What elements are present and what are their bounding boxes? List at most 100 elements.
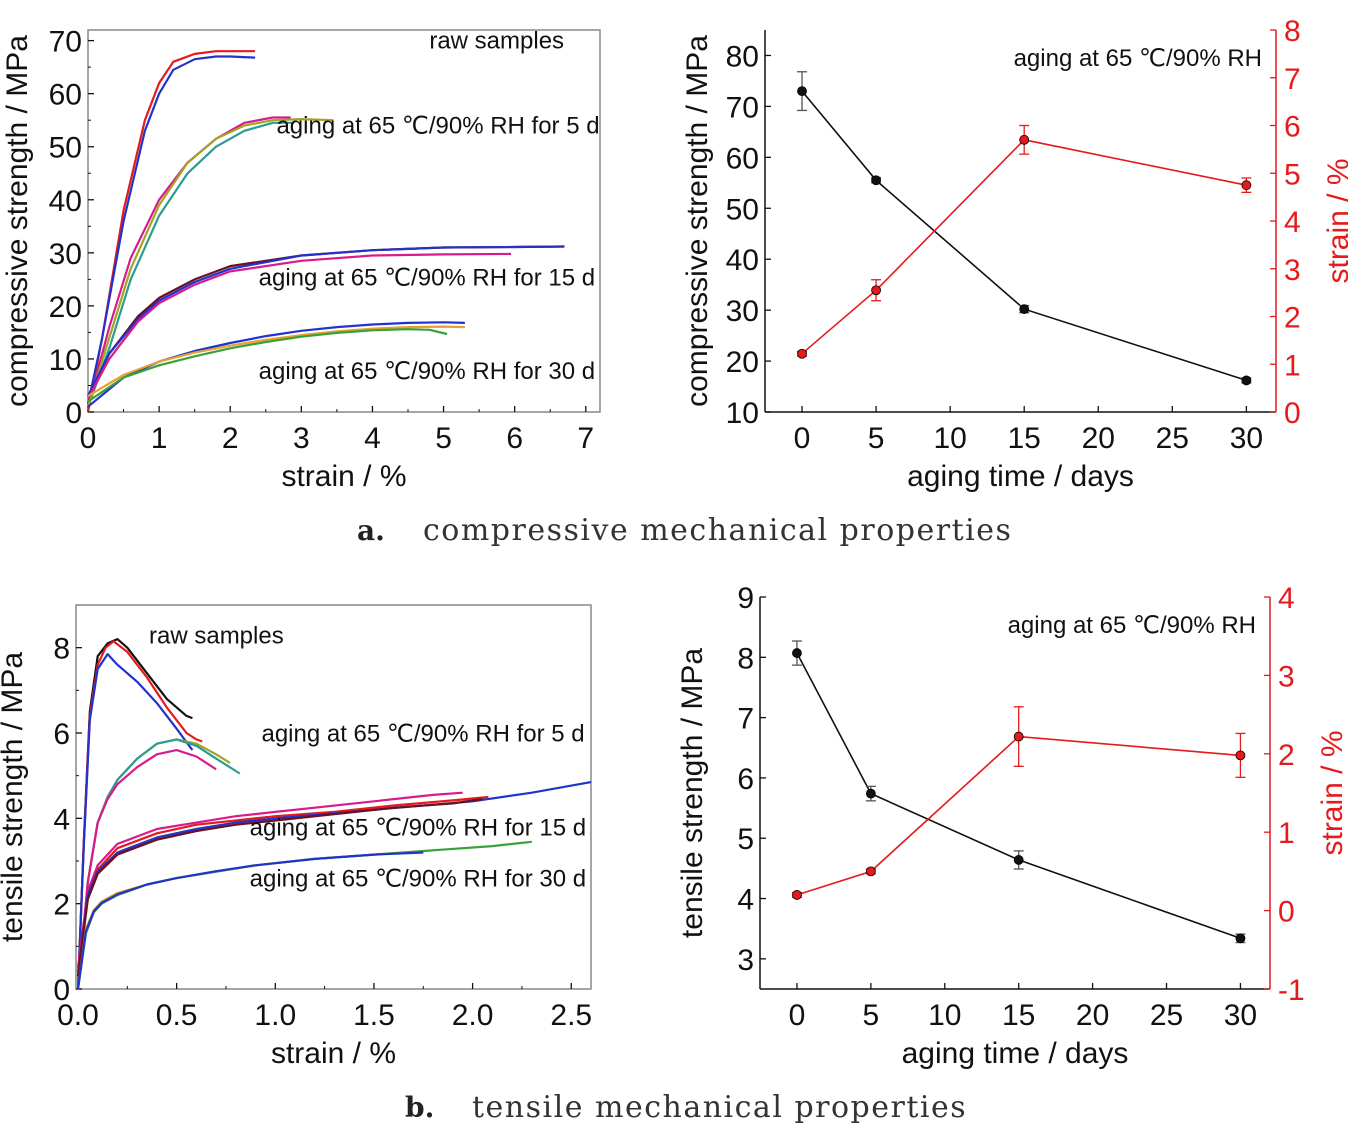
- x-tick-label: 30: [1230, 422, 1263, 455]
- annotation-label: aging at 65 ℃/90% RH for 30 d: [250, 866, 586, 893]
- x-tick-label: 0: [794, 422, 811, 455]
- x-tick-label: 1: [151, 422, 168, 455]
- y-tick-label: 20: [49, 291, 82, 324]
- curve-red-1: [76, 640, 203, 990]
- y-tick-label: 50: [726, 193, 759, 226]
- data-point-black: [792, 648, 802, 658]
- y2-tick-label: 4: [1284, 206, 1301, 239]
- y-tick-label: 2: [53, 889, 70, 922]
- y2-tick-label: 5: [1284, 158, 1301, 191]
- x-axis-label: aging time / days: [902, 1037, 1129, 1070]
- y-tick-label: 30: [49, 238, 82, 271]
- y-tick-label: 30: [726, 295, 759, 328]
- data-point-red: [871, 285, 881, 296]
- y2-axis-label: strain / %: [1322, 158, 1348, 283]
- y2-axis-label: strain / %: [1316, 730, 1348, 855]
- y-tick-label: 70: [49, 26, 82, 59]
- y-tick-label: 40: [49, 185, 82, 218]
- y-axis-label: compressive strength / MPa: [681, 35, 714, 407]
- data-point-red: [1241, 180, 1252, 191]
- data-point-black: [1013, 855, 1024, 865]
- y-tick-label: 3: [737, 944, 754, 977]
- x-tick-label: 2.5: [550, 999, 592, 1032]
- annotation-label: aging at 65 ℃/90% RH for 15 d: [259, 265, 595, 292]
- y-tick-label: 10: [49, 344, 82, 377]
- y-tick-label: 70: [726, 91, 759, 124]
- curve-green-11: [76, 840, 532, 990]
- x-tick-label: 0: [789, 999, 806, 1032]
- caption-b-letter: b.: [405, 1091, 434, 1124]
- y2-tick-label: 2: [1278, 739, 1295, 772]
- x-tick-label: 20: [1076, 999, 1109, 1032]
- data-point-red: [797, 348, 807, 359]
- annotation-label: aging at 65 ℃/90% RH for 5 d: [276, 112, 599, 139]
- tensile-vs-aging-panel: 0 5 10 15 20 25 30 3 4 5 6 7 8 9 -1 0 1 2 3 4 aging time / d…: [676, 582, 1348, 1070]
- x-tick-label: 0: [80, 422, 97, 455]
- y-tick-label: 4: [737, 884, 754, 917]
- curve-darkred-9: [76, 798, 483, 977]
- annotation-label: aging at 65 ℃/90% RH: [1014, 45, 1262, 72]
- x-tick-label: 30: [1224, 999, 1257, 1032]
- x-tick-label: 10: [933, 422, 966, 455]
- data-point-red: [1235, 750, 1246, 761]
- data-point-black: [865, 788, 876, 799]
- x-tick-label: 25: [1150, 999, 1183, 1032]
- y2-tick-label: 3: [1278, 660, 1295, 693]
- y2-tick-label: 6: [1284, 111, 1301, 144]
- caption-a-text: compressive mechanical properties: [423, 513, 1012, 548]
- annotation-label: aging at 65 ℃/90% RH for 30 d: [259, 358, 595, 385]
- y-tick-label: 6: [737, 763, 754, 796]
- series-line-black: [796, 652, 1241, 940]
- plot-frame: [75, 604, 592, 990]
- series-line-black: [801, 90, 1247, 382]
- compressive-vs-aging-panel: 0 5 10 15 20 25 30 10 20 30 40 50 60 70 80 0 1 2 3 4 5 6 7 8 agi…: [681, 15, 1348, 493]
- y2-tick-label: 2: [1284, 302, 1301, 335]
- curve-olive-3: [76, 738, 231, 990]
- y2-tick-label: 4: [1278, 582, 1295, 615]
- y2-tick-label: 3: [1284, 254, 1301, 287]
- x-tick-label: 7: [577, 422, 594, 455]
- y-axis-label: tensile strength / MPa: [0, 652, 29, 942]
- y-tick-label: 4: [53, 803, 70, 836]
- y2-tick-label: 0: [1278, 896, 1295, 929]
- x-tick-label: 1.5: [353, 999, 395, 1032]
- y-tick-label: 80: [726, 40, 759, 73]
- curve-blue-2: [76, 653, 194, 990]
- curve-green-10: [87, 328, 448, 403]
- y-tick-label: 0: [65, 397, 82, 430]
- y-tick-label: 60: [49, 79, 82, 112]
- curve-blue-6: [87, 245, 565, 397]
- data-point-black: [871, 175, 881, 186]
- x-tick-label: 15: [1002, 999, 1035, 1032]
- x-tick-label: 5: [868, 422, 885, 455]
- annotation-label: aging at 65 ℃/90% RH for 5 d: [261, 721, 584, 748]
- x-tick-label: 6: [506, 422, 523, 455]
- x-tick-label: 10: [928, 999, 961, 1032]
- plot-frame: [87, 29, 601, 413]
- data-point-black: [797, 86, 807, 97]
- x-axis-label: aging time / days: [907, 460, 1134, 493]
- x-tick-label: 5: [863, 999, 880, 1032]
- x-tick-label: 2: [222, 422, 239, 455]
- y2-tick-label: 7: [1284, 63, 1301, 96]
- series-line-red: [796, 735, 1241, 896]
- y-tick-label: 9: [737, 582, 754, 615]
- x-axis-label: strain / %: [271, 1037, 396, 1070]
- caption-a-letter: a.: [357, 514, 385, 547]
- curve-magenta-7: [87, 252, 512, 400]
- y-tick-label: 7: [737, 703, 754, 736]
- y-tick-label: 6: [53, 718, 70, 751]
- annotation-label: aging at 65 ℃/90% RH for 15 d: [250, 814, 586, 841]
- x-tick-label: 1.0: [254, 999, 296, 1032]
- x-tick-label: 0.5: [156, 999, 198, 1032]
- data-point-black: [1235, 933, 1246, 944]
- data-point-red: [792, 890, 802, 900]
- x-tick-label: 5: [435, 422, 452, 455]
- y-tick-label: 40: [726, 244, 759, 277]
- y2-tick-label: 0: [1284, 397, 1301, 430]
- data-point-black: [1241, 375, 1252, 386]
- data-point-red: [1013, 731, 1024, 742]
- y-axis-label: compressive strength / MPa: [1, 35, 34, 407]
- x-axis-label: strain / %: [281, 460, 406, 493]
